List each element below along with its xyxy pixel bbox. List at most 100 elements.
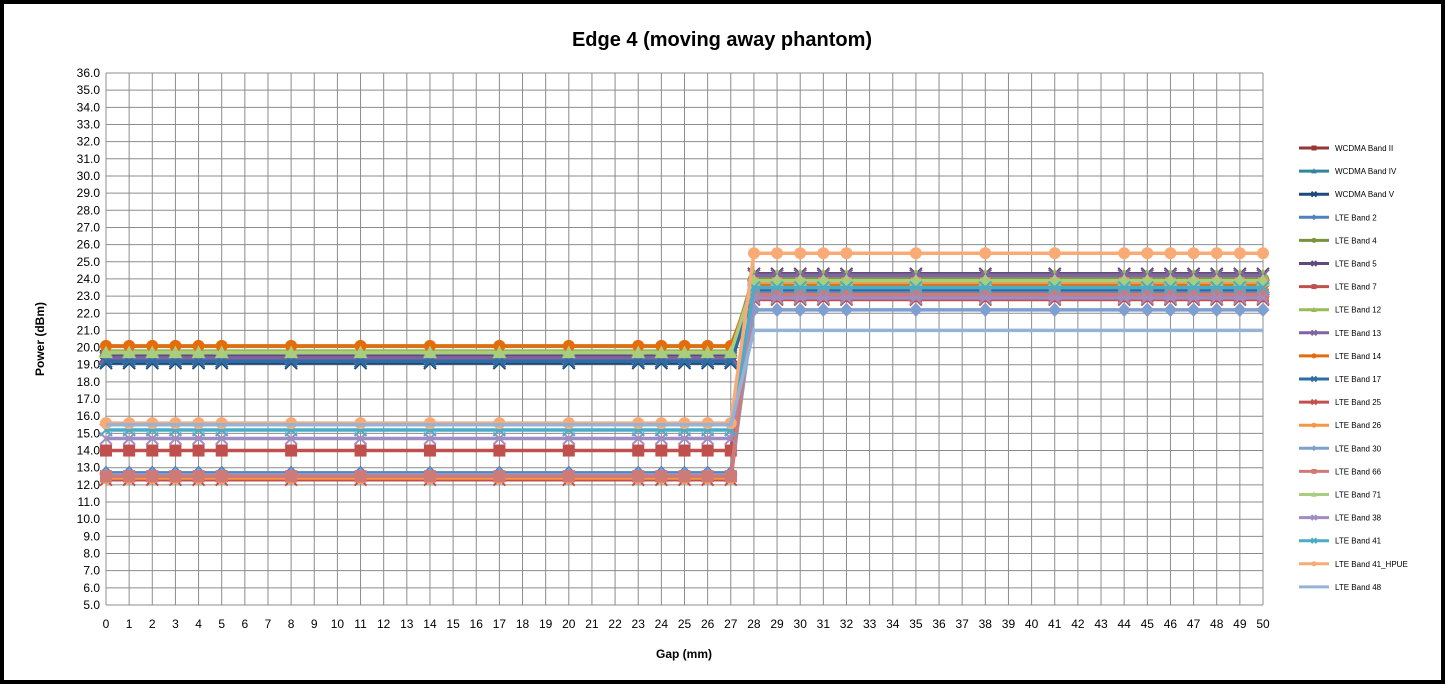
data-point xyxy=(169,444,182,457)
legend-label: LTE Band 30 xyxy=(1335,444,1382,453)
legend-label: LTE Band 13 xyxy=(1335,329,1382,338)
x-axis-label: Gap (mm) xyxy=(656,647,712,661)
y-tick-label: 8.0 xyxy=(83,547,100,561)
data-point xyxy=(192,444,205,457)
data-point xyxy=(146,444,159,457)
data-point xyxy=(655,444,668,457)
data-point xyxy=(1048,302,1062,318)
data-point xyxy=(631,345,646,359)
x-tick-label: 23 xyxy=(632,617,646,631)
y-tick-label: 20.0 xyxy=(77,341,101,355)
x-tick-label: 11 xyxy=(354,617,367,631)
legend-label: LTE Band 71 xyxy=(1335,491,1382,500)
x-tick-label: 24 xyxy=(655,617,669,631)
x-tick-label: 43 xyxy=(1094,617,1108,631)
x-tick-label: 22 xyxy=(608,617,622,631)
data-point xyxy=(1257,247,1269,260)
x-tick-label: 2 xyxy=(149,617,156,631)
data-point xyxy=(678,444,691,457)
data-point xyxy=(724,470,737,483)
x-tick-label: 31 xyxy=(817,617,831,631)
data-point xyxy=(1310,329,1318,337)
data-point xyxy=(1311,284,1317,290)
data-point xyxy=(817,247,830,260)
data-point xyxy=(1311,491,1317,497)
legend-item: LTE Band 2 xyxy=(1299,213,1377,222)
data-point xyxy=(632,444,645,457)
legend: WCDMA Band II WCDMA Band IV WCDMA Band V LT… xyxy=(1299,144,1408,592)
data-point xyxy=(122,345,137,359)
data-point xyxy=(839,280,854,295)
y-tick-label: 26.0 xyxy=(77,238,101,252)
x-tick-label: 42 xyxy=(1071,617,1085,631)
x-tick-label: 29 xyxy=(770,617,784,631)
legend-label: WCDMA Band IV xyxy=(1335,167,1397,176)
data-point xyxy=(169,470,182,483)
data-point xyxy=(1311,422,1317,428)
data-point xyxy=(146,470,159,483)
data-point xyxy=(285,470,298,483)
data-point xyxy=(793,280,807,295)
data-point xyxy=(793,302,807,318)
y-tick-label: 32.0 xyxy=(77,135,101,149)
legend-item: LTE Band 38 xyxy=(1299,514,1382,523)
y-tick-label: 13.0 xyxy=(77,461,101,475)
data-point xyxy=(1311,561,1317,567)
x-tick-label: 9 xyxy=(311,617,318,631)
y-tick-label: 14.0 xyxy=(77,444,101,458)
data-point xyxy=(168,345,183,359)
legend-item: LTE Band 17 xyxy=(1299,375,1382,384)
y-tick-label: 29.0 xyxy=(77,186,101,200)
x-tick-label: 49 xyxy=(1233,617,1247,631)
x-tick-labels: 0 1 2 3 4 5 6 7 8 9 10 11 12 13 14 15 16 17 18 19 20 21 22 23 24… xyxy=(103,617,1270,631)
data-point xyxy=(1233,291,1247,305)
data-point xyxy=(1140,280,1155,295)
data-point xyxy=(700,345,715,359)
y-tick-label: 23.0 xyxy=(77,289,101,303)
data-point xyxy=(909,247,922,260)
data-point xyxy=(1311,145,1317,151)
legend-label: LTE Band 25 xyxy=(1335,398,1382,407)
x-tick-label: 12 xyxy=(377,617,391,631)
x-tick-label: 50 xyxy=(1256,617,1270,631)
data-point xyxy=(1310,514,1318,521)
y-tick-label: 22.0 xyxy=(77,306,101,320)
data-point xyxy=(978,280,993,295)
x-tick-label: 30 xyxy=(794,617,808,631)
legend-item: LTE Band 4 xyxy=(1299,236,1377,245)
legend-label: LTE Band 17 xyxy=(1335,375,1382,384)
data-point xyxy=(1140,302,1154,318)
x-tick-label: 27 xyxy=(724,617,738,631)
data-point xyxy=(123,470,136,483)
y-tick-label: 25.0 xyxy=(77,255,101,269)
data-point xyxy=(1256,291,1270,305)
data-point xyxy=(1311,237,1317,243)
data-point xyxy=(1163,302,1178,318)
y-tick-label: 10.0 xyxy=(77,512,101,526)
data-point xyxy=(1186,302,1201,318)
data-point xyxy=(816,302,830,318)
y-tick-label: 27.0 xyxy=(77,220,101,234)
legend-item: LTE Band 5 xyxy=(1299,260,1377,269)
x-tick-label: 36 xyxy=(932,617,946,631)
data-point xyxy=(979,247,992,260)
x-tick-label: 3 xyxy=(172,617,179,631)
legend-label: LTE Band 4 xyxy=(1335,236,1377,245)
x-tick-label: 21 xyxy=(585,617,599,631)
data-point xyxy=(909,280,923,295)
x-tick-label: 35 xyxy=(909,617,923,631)
x-tick-label: 44 xyxy=(1117,617,1131,631)
data-point xyxy=(423,444,436,457)
data-point xyxy=(770,302,784,318)
data-point xyxy=(99,345,113,359)
data-point xyxy=(839,291,854,305)
data-point xyxy=(701,444,714,457)
data-point xyxy=(1311,445,1317,452)
data-point xyxy=(1048,291,1062,305)
y-axis-label: Power (dBm) xyxy=(33,302,47,376)
y-tick-label: 33.0 xyxy=(77,117,101,131)
legend-item: LTE Band 71 xyxy=(1299,491,1382,500)
x-tick-label: 39 xyxy=(1002,617,1016,631)
data-point xyxy=(353,345,368,359)
